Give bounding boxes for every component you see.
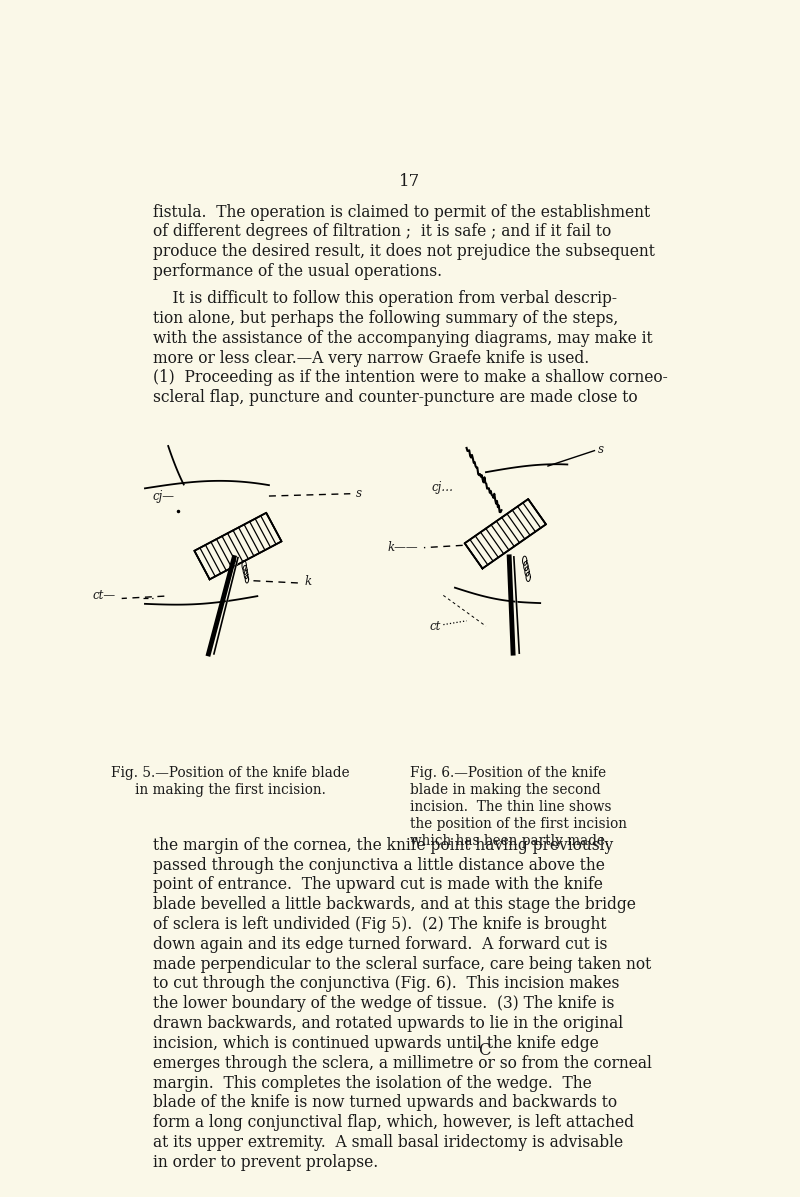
Text: of sclera is left undivided (Fig 5).  (2) The knife is brought: of sclera is left undivided (Fig 5). (2)… xyxy=(153,916,606,932)
Text: produce the desired result, it does not prejudice the subsequent: produce the desired result, it does not … xyxy=(153,243,654,260)
Text: performance of the usual operations.: performance of the usual operations. xyxy=(153,263,442,280)
Text: cj…: cj… xyxy=(431,481,454,494)
Text: 17: 17 xyxy=(399,174,421,190)
Text: Fig. 6.—Position of the knife: Fig. 6.—Position of the knife xyxy=(410,766,606,779)
Polygon shape xyxy=(194,512,282,579)
Text: C: C xyxy=(478,1043,490,1059)
Text: k: k xyxy=(305,575,312,588)
Text: blade in making the second: blade in making the second xyxy=(410,783,601,797)
Text: form a long conjunctival flap, which, however, is left attached: form a long conjunctival flap, which, ho… xyxy=(153,1114,634,1131)
Text: incision.  The thin line shows: incision. The thin line shows xyxy=(410,800,611,814)
Text: point of entrance.  The upward cut is made with the knife: point of entrance. The upward cut is mad… xyxy=(153,876,602,893)
Text: Fig. 5.—Position of the knife blade: Fig. 5.—Position of the knife blade xyxy=(111,766,350,779)
Text: It is difficult to follow this operation from verbal descrip-: It is difficult to follow this operation… xyxy=(153,290,617,308)
Text: tion alone, but perhaps the following summary of the steps,: tion alone, but perhaps the following su… xyxy=(153,310,618,327)
Text: ct—: ct— xyxy=(92,589,115,602)
Text: drawn backwards, and rotated upwards to lie in the original: drawn backwards, and rotated upwards to … xyxy=(153,1015,623,1032)
Text: fistula.  The operation is claimed to permit of the establishment: fistula. The operation is claimed to per… xyxy=(153,203,650,220)
Text: blade bevelled a little backwards, and at this stage the bridge: blade bevelled a little backwards, and a… xyxy=(153,897,635,913)
Text: (1)  Proceeding as if the intention were to make a shallow corneo-: (1) Proceeding as if the intention were … xyxy=(153,370,667,387)
Text: incision, which is continued upwards until the knife edge: incision, which is continued upwards unt… xyxy=(153,1035,598,1052)
Text: scleral flap, puncture and counter-puncture are made close to: scleral flap, puncture and counter-punct… xyxy=(153,389,638,406)
Text: of different degrees of filtration ;  it is safe ; and if it fail to: of different degrees of filtration ; it … xyxy=(153,224,611,241)
Text: cj—: cj— xyxy=(152,490,174,503)
Text: to cut through the conjunctiva (Fig. 6).  This incision makes: to cut through the conjunctiva (Fig. 6).… xyxy=(153,976,619,992)
Text: emerges through the sclera, a millimetre or so from the corneal: emerges through the sclera, a millimetre… xyxy=(153,1055,651,1071)
Text: passed through the conjunctiva a little distance above the: passed through the conjunctiva a little … xyxy=(153,857,605,874)
Polygon shape xyxy=(465,499,546,569)
Text: ct: ct xyxy=(430,620,441,633)
Text: s: s xyxy=(356,487,362,500)
Text: the position of the first incision: the position of the first incision xyxy=(410,816,627,831)
Text: margin.  This completes the isolation of the wedge.  The: margin. This completes the isolation of … xyxy=(153,1075,591,1092)
Text: in making the first incision.: in making the first incision. xyxy=(134,783,326,797)
Text: which has been partly made.: which has been partly made. xyxy=(410,834,610,847)
Text: with the assistance of the accompanying diagrams, may make it: with the assistance of the accompanying … xyxy=(153,330,652,347)
Text: more or less clear.—A very narrow Graefe knife is used.: more or less clear.—A very narrow Graefe… xyxy=(153,350,589,366)
Text: s: s xyxy=(598,443,604,456)
Text: at its upper extremity.  A small basal iridectomy is advisable: at its upper extremity. A small basal ir… xyxy=(153,1134,623,1152)
Text: in order to prevent prolapse.: in order to prevent prolapse. xyxy=(153,1154,378,1171)
Text: down again and its edge turned forward.  A forward cut is: down again and its edge turned forward. … xyxy=(153,936,607,953)
Text: the margin of the cornea, the knife point having previously: the margin of the cornea, the knife poin… xyxy=(153,837,613,853)
Text: made perpendicular to the scleral surface, care being taken not: made perpendicular to the scleral surfac… xyxy=(153,955,651,973)
Text: k——: k—— xyxy=(387,541,418,554)
Text: the lower boundary of the wedge of tissue.  (3) The knife is: the lower boundary of the wedge of tissu… xyxy=(153,995,614,1013)
Text: blade of the knife is now turned upwards and backwards to: blade of the knife is now turned upwards… xyxy=(153,1094,617,1111)
